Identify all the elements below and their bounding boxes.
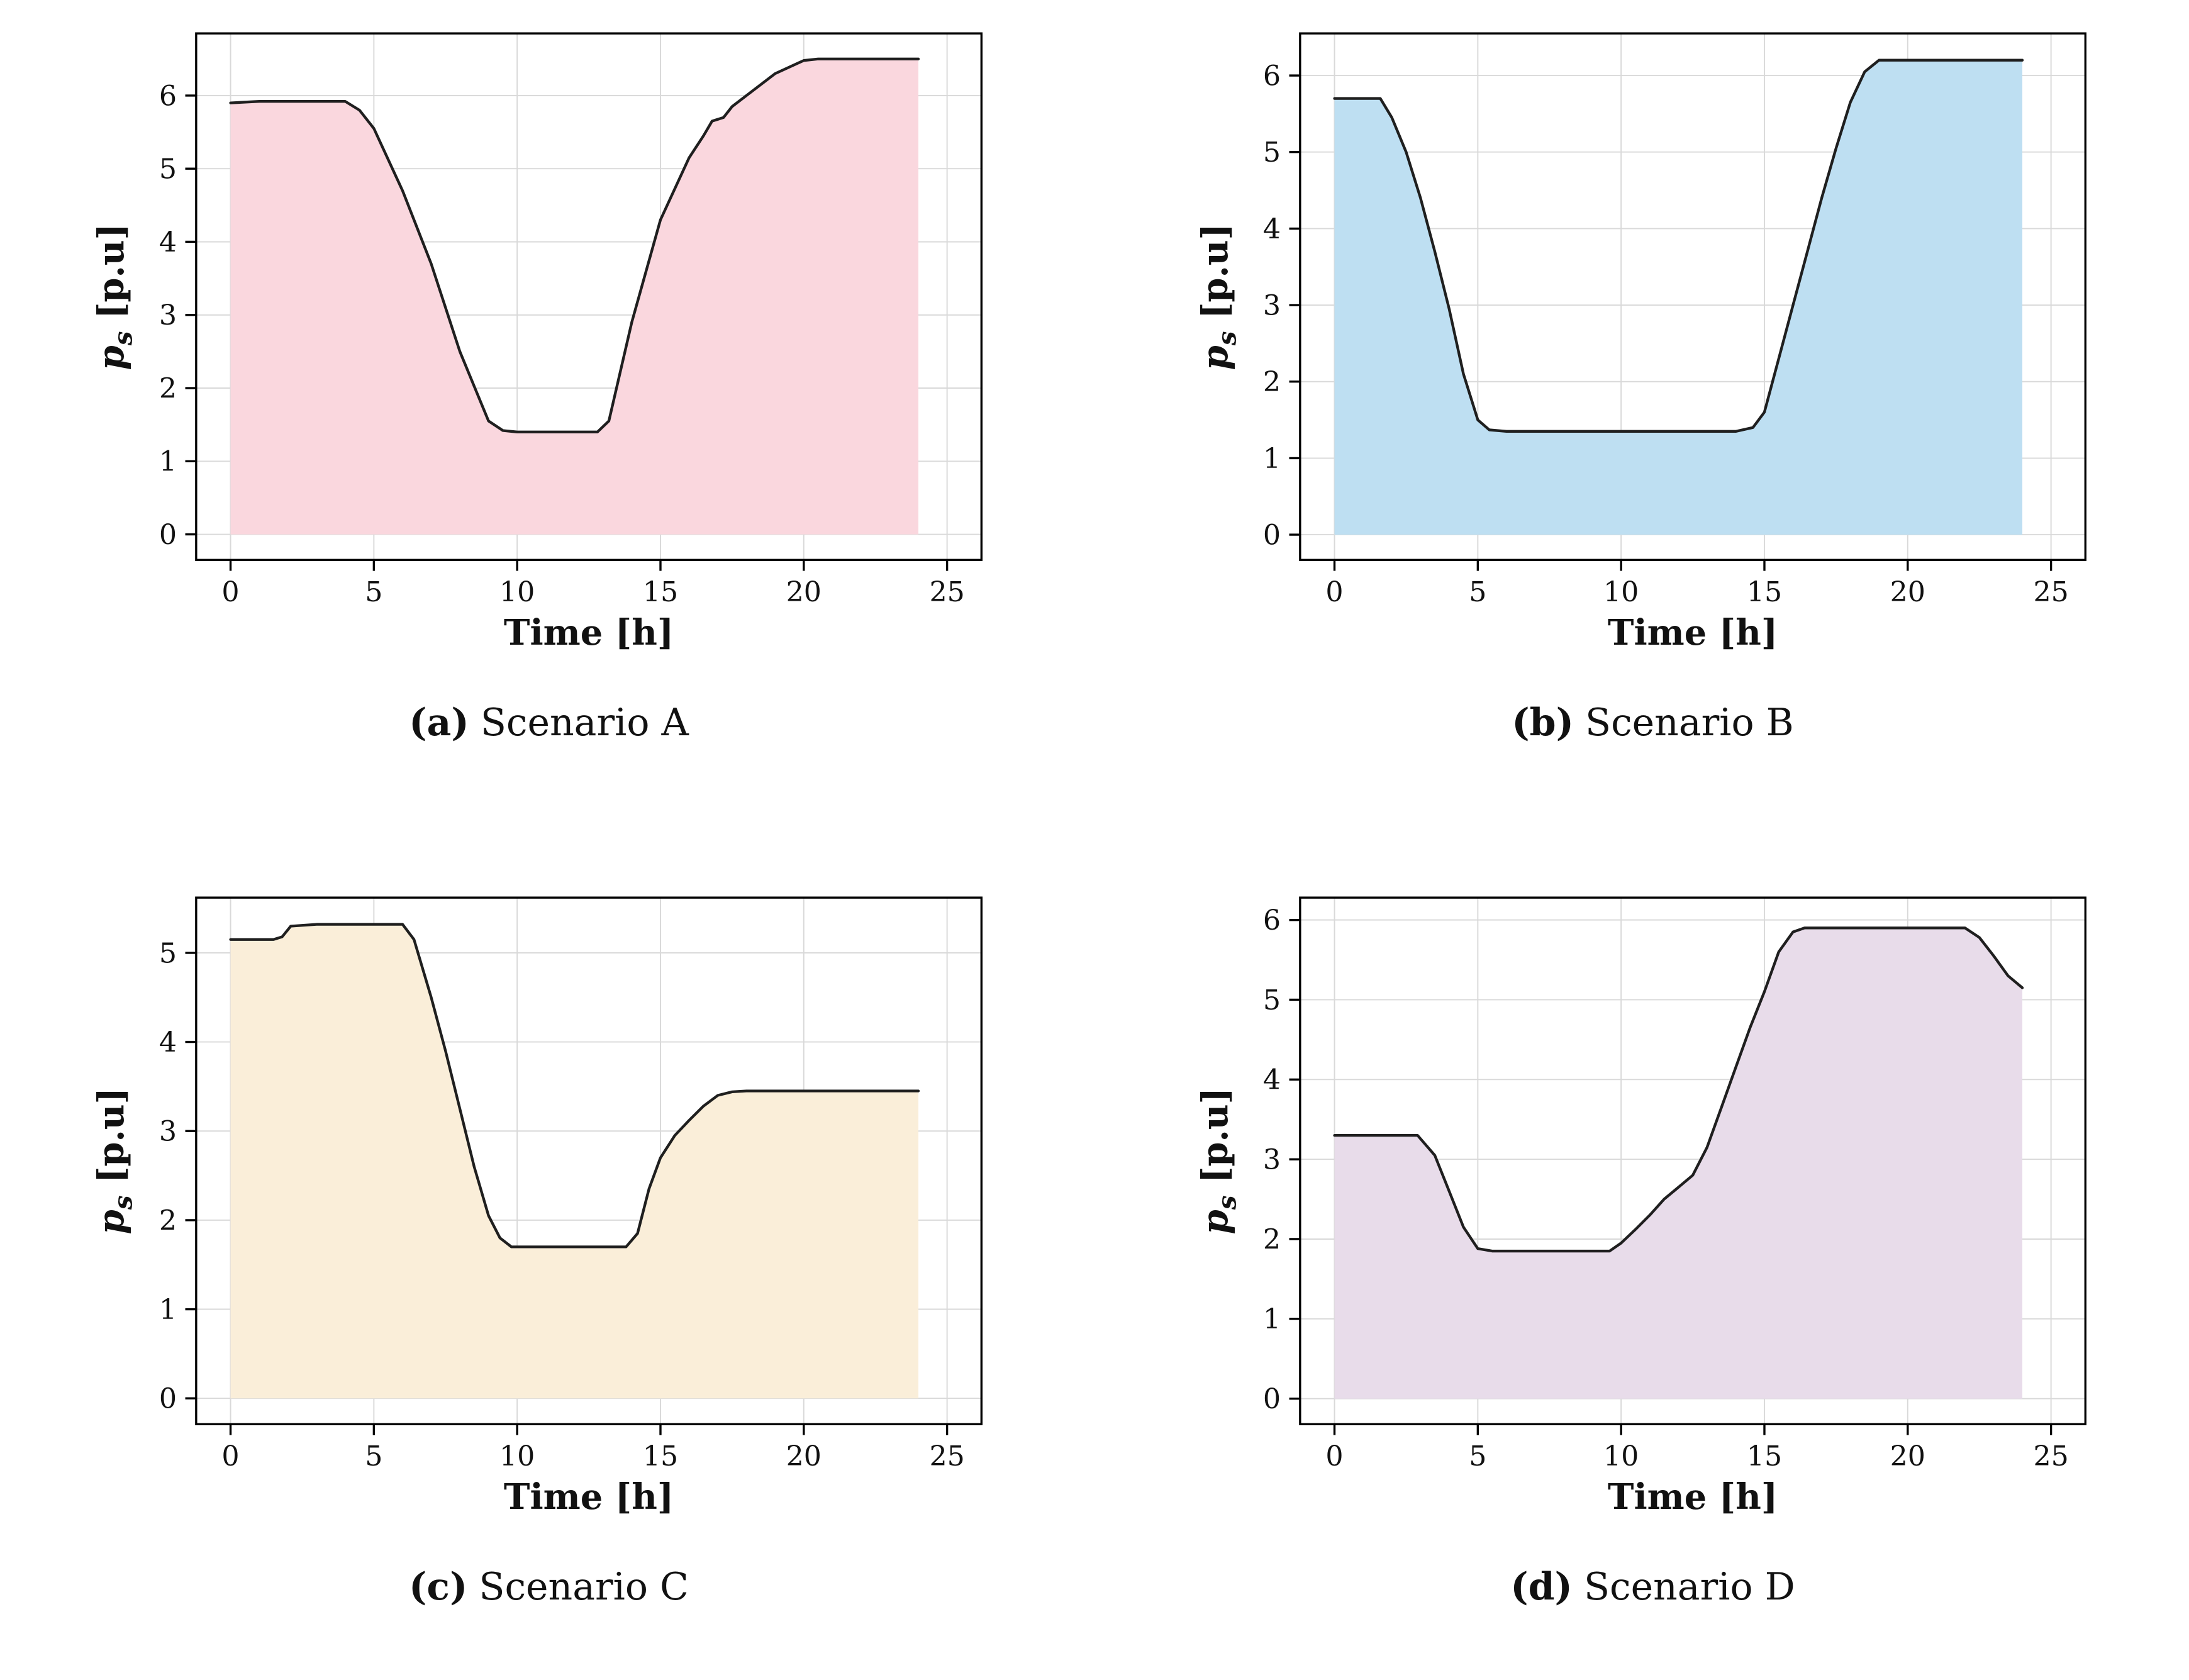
caption-title-d: Scenario D xyxy=(1583,1564,1795,1609)
svg-text:20: 20 xyxy=(1890,1440,1925,1472)
svg-text:10: 10 xyxy=(1603,1440,1639,1472)
svg-text:6: 6 xyxy=(1263,904,1281,937)
svg-text:5: 5 xyxy=(1263,136,1281,169)
svg-text:20: 20 xyxy=(786,576,822,608)
svg-text:15: 15 xyxy=(1747,576,1782,608)
svg-text:2: 2 xyxy=(1263,366,1281,398)
svg-text:5: 5 xyxy=(159,937,177,969)
svg-text:4: 4 xyxy=(1263,213,1281,245)
svg-text:0: 0 xyxy=(1263,1383,1281,1415)
svg-text:5: 5 xyxy=(365,576,382,608)
svg-text:0: 0 xyxy=(1263,520,1281,552)
svg-text:4: 4 xyxy=(1263,1064,1281,1096)
svg-text:15: 15 xyxy=(643,1440,678,1472)
svg-text:5: 5 xyxy=(159,153,177,186)
svg-text:1: 1 xyxy=(159,446,177,478)
svg-text:5: 5 xyxy=(365,1440,382,1472)
chart-panel-a: 0 5 10 15 20 25 0 1 2 3 4 5 6 Time [h] ps [p.u] (a) Sce… xyxy=(94,19,1003,745)
svg-text:10: 10 xyxy=(499,1440,535,1472)
caption-index-d: (d) xyxy=(1510,1564,1573,1609)
caption-title-c: Scenario C xyxy=(479,1564,689,1609)
svg-text:10: 10 xyxy=(499,576,535,608)
svg-text:1: 1 xyxy=(159,1294,177,1326)
area-chart-scenario-b: 0 5 10 15 20 25 0 1 2 3 4 5 6 Time [h] ps [p.u] xyxy=(1198,32,2086,654)
svg-text:15: 15 xyxy=(1747,1440,1782,1472)
area-chart-scenario-a: 0 5 10 15 20 25 0 1 2 3 4 5 6 Time [h] ps [p.u] xyxy=(94,32,983,654)
svg-text:15: 15 xyxy=(643,576,678,608)
svg-text:25: 25 xyxy=(2033,576,2068,608)
svg-text:3: 3 xyxy=(159,299,177,331)
svg-text:Time [h]: Time [h] xyxy=(504,613,674,654)
svg-text:ps [p.u]: ps [p.u] xyxy=(1198,1088,1242,1234)
svg-text:0: 0 xyxy=(221,1440,239,1472)
svg-text:2: 2 xyxy=(1263,1223,1281,1255)
svg-text:3: 3 xyxy=(1263,289,1281,321)
svg-text:0: 0 xyxy=(159,519,177,551)
svg-text:5: 5 xyxy=(1469,576,1486,608)
svg-text:25: 25 xyxy=(929,1440,964,1472)
svg-text:0: 0 xyxy=(159,1383,177,1415)
svg-text:Time [h]: Time [h] xyxy=(1608,1477,1778,1518)
svg-text:3: 3 xyxy=(159,1116,177,1148)
svg-text:5: 5 xyxy=(1263,984,1281,1016)
svg-text:25: 25 xyxy=(929,576,964,608)
svg-text:ps [p.u]: ps [p.u] xyxy=(94,223,138,370)
svg-text:1: 1 xyxy=(1263,1303,1281,1335)
svg-text:6: 6 xyxy=(1263,60,1281,92)
svg-text:Time [h]: Time [h] xyxy=(504,1477,674,1518)
svg-text:10: 10 xyxy=(1603,576,1639,608)
svg-text:6: 6 xyxy=(159,80,177,112)
svg-text:0: 0 xyxy=(221,576,239,608)
svg-text:1: 1 xyxy=(1263,443,1281,475)
charts-grid: 0 5 10 15 20 25 0 1 2 3 4 5 6 Time [h] ps [p.u] (a) Sce… xyxy=(94,19,2107,1609)
caption-title-a: Scenario A xyxy=(480,700,689,745)
svg-text:2: 2 xyxy=(159,1204,177,1237)
svg-text:4: 4 xyxy=(159,1026,177,1059)
chart-caption-d: (d) Scenario D xyxy=(1510,1565,1795,1609)
chart-caption-c: (c) Scenario C xyxy=(409,1565,689,1609)
svg-text:5: 5 xyxy=(1469,1440,1486,1472)
area-chart-scenario-d: 0 5 10 15 20 25 0 1 2 3 4 5 6 Time [h] ps [p.u] xyxy=(1198,896,2086,1518)
svg-text:0: 0 xyxy=(1325,1440,1343,1472)
svg-text:ps [p.u]: ps [p.u] xyxy=(94,1088,138,1234)
svg-text:20: 20 xyxy=(1890,576,1925,608)
area-chart-scenario-c: 0 5 10 15 20 25 0 1 2 3 4 5 Time [h] ps [p.u] xyxy=(94,896,983,1518)
svg-text:0: 0 xyxy=(1325,576,1343,608)
caption-index-b: (b) xyxy=(1512,700,1574,745)
svg-text:20: 20 xyxy=(786,1440,822,1472)
chart-panel-c: 0 5 10 15 20 25 0 1 2 3 4 5 Time [h] ps [p.u] (c) Scen… xyxy=(94,883,1003,1609)
svg-text:Time [h]: Time [h] xyxy=(1608,613,1778,654)
svg-text:4: 4 xyxy=(159,226,177,259)
chart-panel-d: 0 5 10 15 20 25 0 1 2 3 4 5 6 Time [h] ps [p.u] (d) Sce… xyxy=(1198,883,2107,1609)
chart-caption-b: (b) Scenario B xyxy=(1512,701,1794,745)
chart-caption-a: (a) Scenario A xyxy=(409,701,689,745)
svg-text:25: 25 xyxy=(2033,1440,2068,1472)
caption-index-c: (c) xyxy=(409,1564,468,1609)
chart-panel-b: 0 5 10 15 20 25 0 1 2 3 4 5 6 Time [h] ps [p.u] (b) Sce… xyxy=(1198,19,2107,745)
caption-index-a: (a) xyxy=(409,700,469,745)
caption-title-b: Scenario B xyxy=(1585,700,1794,745)
svg-text:ps [p.u]: ps [p.u] xyxy=(1198,223,1242,370)
svg-text:2: 2 xyxy=(159,372,177,404)
svg-text:3: 3 xyxy=(1263,1143,1281,1176)
